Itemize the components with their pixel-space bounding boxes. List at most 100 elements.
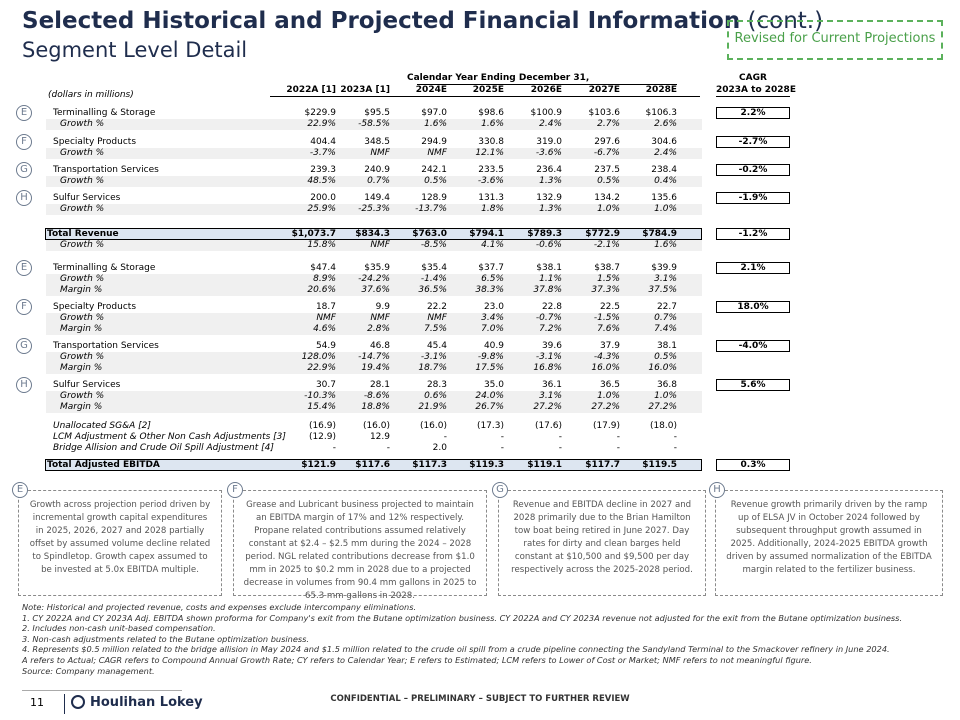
cell: $95.5	[364, 108, 390, 118]
segment-letter: E	[20, 107, 28, 118]
cell: -	[500, 443, 504, 453]
cell: 38.3%	[475, 285, 504, 295]
cell: 40.9	[483, 341, 504, 351]
cell: -	[443, 432, 447, 442]
cagr-value: 5.6%	[740, 380, 766, 390]
cell: -4.3%	[593, 352, 620, 362]
cell: 19.4%	[361, 363, 390, 373]
cell: NMF	[427, 148, 447, 158]
column-header: 2022A [1]	[286, 85, 336, 95]
adjustment-label: LCM Adjustment & Other Non Cash Adjustme…	[53, 432, 286, 442]
cell: $106.3	[645, 108, 678, 118]
sub-row-shade	[46, 324, 702, 335]
cell: 18.7	[315, 302, 336, 312]
cell: 36.1	[541, 380, 562, 390]
cell: 36.5	[599, 380, 620, 390]
cell: 15.8%	[307, 240, 336, 250]
cell: -	[386, 443, 390, 453]
units: (dollars in millions)	[48, 90, 134, 100]
cagr-value: -1.9%	[738, 193, 768, 203]
cell: $100.9	[530, 108, 563, 118]
cell: 25.9%	[307, 204, 336, 214]
commentary-box	[498, 490, 706, 596]
sub-row-label: Growth %	[60, 240, 105, 250]
cell: $834.3	[355, 229, 390, 239]
cell: 22.2	[426, 302, 447, 312]
cell: 1.0%	[597, 204, 620, 214]
cell: 404.4	[310, 137, 336, 147]
letter-circle	[16, 134, 32, 150]
cell: 27.2%	[533, 402, 562, 412]
cell: 37.8%	[533, 285, 562, 295]
cell: 2.4%	[654, 148, 677, 158]
cell: 240.9	[364, 165, 390, 175]
cell: 297.6	[594, 137, 620, 147]
cagr-value: -4.0%	[738, 341, 768, 351]
cell: $117.7	[585, 460, 620, 470]
cell: 3.1%	[654, 274, 677, 284]
row-label: Transportation Services	[53, 341, 159, 351]
cell: -25.3%	[358, 204, 390, 214]
segment-letter: E	[20, 262, 28, 273]
cell: NMF	[370, 313, 390, 323]
sub-row-label: Growth %	[60, 204, 105, 214]
column-header: 2027E	[588, 85, 620, 95]
cell: $38.7	[594, 263, 620, 273]
cagr-box	[716, 379, 790, 391]
cell: 239.3	[310, 165, 336, 175]
cell: 22.8	[541, 302, 562, 312]
cell: 304.6	[651, 137, 677, 147]
cell: $39.9	[651, 263, 677, 273]
letter-circle	[16, 377, 32, 393]
sub-row-label: Growth %	[60, 352, 105, 362]
cell: -3.6%	[535, 148, 562, 158]
cell: 330.8	[478, 137, 504, 147]
cell: 200.0	[310, 193, 336, 203]
note: 1. CY 2022A and CY 2023A Adj. EBITDA sho…	[22, 612, 903, 623]
cell: (16.0)	[362, 421, 390, 431]
note: A refers to Actual; CAGR refers to Compo…	[22, 655, 812, 665]
cell: 0.5%	[424, 176, 447, 186]
cell: (12.9)	[308, 432, 336, 442]
cell: -	[616, 443, 620, 453]
subtitle: Segment Level Detail	[22, 38, 248, 62]
sub-row-label: Growth %	[60, 176, 105, 186]
cell: -	[673, 443, 677, 453]
letter-circle	[709, 482, 725, 498]
sub-row-label: Margin %	[60, 402, 103, 412]
cell: (16.0)	[419, 421, 447, 431]
column-header: 2024E	[415, 85, 447, 95]
cell: 16.0%	[648, 363, 677, 373]
header-rule	[417, 84, 677, 85]
cagr-box	[716, 164, 790, 176]
cell: $772.9	[585, 229, 620, 239]
cell: 3.1%	[539, 391, 562, 401]
cell: 20.6%	[307, 285, 336, 295]
cell: $117.6	[355, 460, 390, 470]
commentary-text: Revenue and EBITDA decline in 2027 and 2…	[511, 500, 693, 575]
note: 4. Represents $0.5 million related to th…	[22, 644, 890, 655]
sub-row-shade	[46, 402, 702, 413]
cell: -3.1%	[420, 352, 447, 362]
cell: 131.3	[478, 193, 504, 203]
cagr-box	[716, 228, 790, 240]
cagr-value: -2.7%	[738, 137, 768, 147]
cell: -	[332, 443, 336, 453]
badge-box	[727, 20, 943, 60]
cell: 35.0	[483, 380, 504, 390]
cell: (17.9)	[592, 421, 620, 431]
cell: -10.3%	[304, 391, 336, 401]
sub-row-shade	[46, 240, 702, 251]
row-label: Transportation Services	[53, 165, 159, 175]
cell: 16.0%	[591, 363, 620, 373]
cell: $794.1	[469, 229, 504, 239]
sub-row-shade	[46, 148, 702, 159]
cell: 37.5%	[648, 285, 677, 295]
commentary-box	[715, 490, 943, 596]
cell: 7.4%	[654, 324, 677, 334]
sub-row-label: Margin %	[60, 363, 103, 373]
cell: 1.6%	[654, 240, 677, 250]
cell: 28.1	[369, 380, 390, 390]
commentary-box	[18, 490, 222, 596]
